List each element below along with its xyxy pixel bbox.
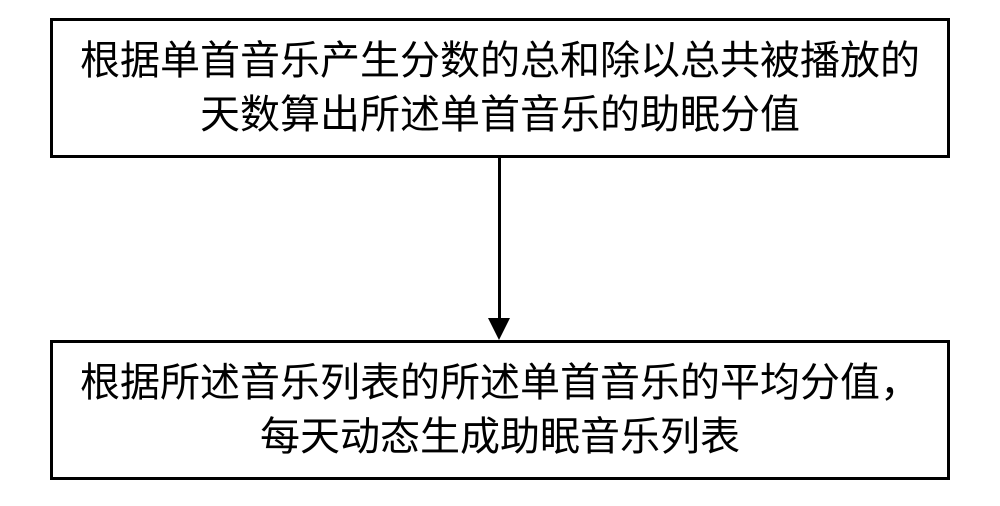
flowchart-node-step1: 根据单首音乐产生分数的总和除以总共被播放的天数算出所述单首音乐的助眠分值 bbox=[50, 18, 950, 158]
flowchart-canvas: 根据单首音乐产生分数的总和除以总共被播放的天数算出所述单首音乐的助眠分值 根据所… bbox=[0, 0, 1000, 506]
flowchart-arrow-head-icon bbox=[488, 318, 510, 340]
flowchart-arrow-line bbox=[498, 158, 501, 318]
flowchart-node-step2-text: 根据所述音乐列表的所述单首音乐的平均分值，每天动态生成助眠音乐列表 bbox=[73, 356, 927, 464]
flowchart-node-step1-text: 根据单首音乐产生分数的总和除以总共被播放的天数算出所述单首音乐的助眠分值 bbox=[73, 34, 927, 142]
flowchart-node-step2: 根据所述音乐列表的所述单首音乐的平均分值，每天动态生成助眠音乐列表 bbox=[50, 340, 950, 480]
